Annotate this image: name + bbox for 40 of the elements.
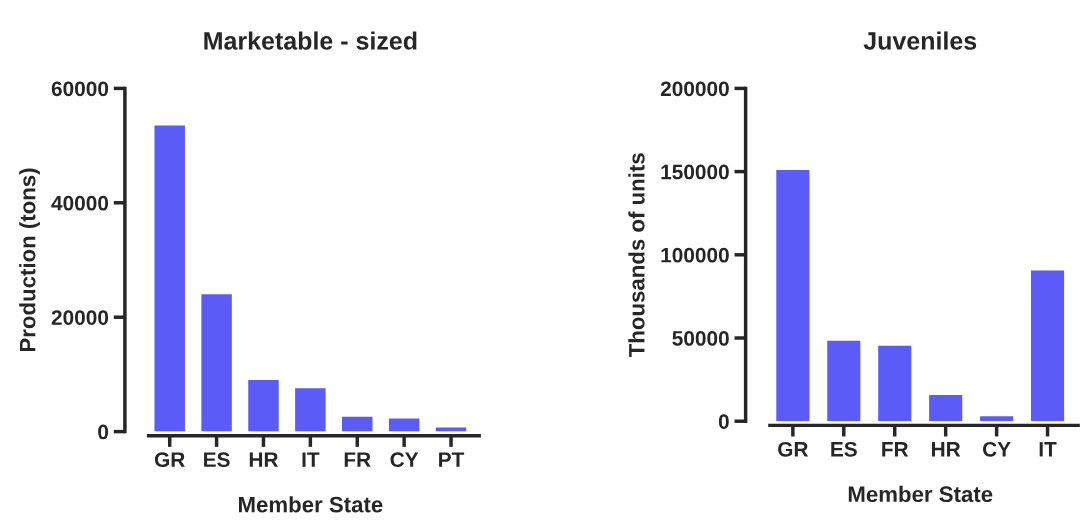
x-tick-label: IT bbox=[1039, 442, 1057, 457]
x-tick-label: FR bbox=[344, 452, 371, 467]
bar bbox=[776, 169, 810, 422]
x-tick-label: ES bbox=[831, 441, 857, 457]
x-axis-title: Member State bbox=[848, 485, 993, 503]
bar bbox=[248, 380, 279, 432]
chart-title: Marketable - sized bbox=[204, 31, 417, 50]
x-axis-title: Member State bbox=[238, 496, 383, 513]
bar bbox=[388, 418, 420, 432]
bar bbox=[154, 125, 185, 432]
x-tick-label: GR bbox=[154, 452, 185, 468]
y-tick-label: 20000 bbox=[51, 310, 109, 325]
y-tick-label: 50000 bbox=[672, 331, 729, 346]
y-axis-title: Production (tons) bbox=[19, 168, 40, 352]
bar bbox=[1030, 270, 1065, 422]
y-tick-label: 200000 bbox=[660, 81, 729, 97]
y-tick-label: 100000 bbox=[661, 247, 729, 263]
x-tick-label: GR bbox=[778, 441, 809, 457]
x-tick-label: CY bbox=[390, 452, 419, 468]
chart-title: Juveniles bbox=[863, 31, 977, 50]
y-tick-label: 150000 bbox=[661, 164, 729, 180]
x-tick-label: IT bbox=[302, 452, 320, 467]
x-tick-label: ES bbox=[204, 452, 230, 468]
x-tick-label: HR bbox=[249, 452, 279, 467]
bar bbox=[878, 345, 912, 422]
y-tick-label: 40000 bbox=[51, 195, 109, 211]
bar bbox=[201, 294, 232, 432]
x-tick-label: FR bbox=[882, 442, 909, 457]
x-tick-label: CY bbox=[983, 441, 1011, 457]
bar bbox=[295, 388, 326, 432]
y-tick-label: 60000 bbox=[51, 81, 109, 97]
bar bbox=[342, 416, 373, 432]
y-tick-label: 0 bbox=[98, 424, 109, 440]
y-axis-title: Thousands of units bbox=[628, 153, 645, 357]
x-tick-label: HR bbox=[932, 442, 961, 457]
x-tick-label: PT bbox=[439, 452, 465, 467]
bar bbox=[980, 416, 1014, 422]
y-tick-label: 0 bbox=[718, 414, 729, 429]
bar bbox=[827, 340, 861, 422]
bar bbox=[929, 395, 963, 422]
